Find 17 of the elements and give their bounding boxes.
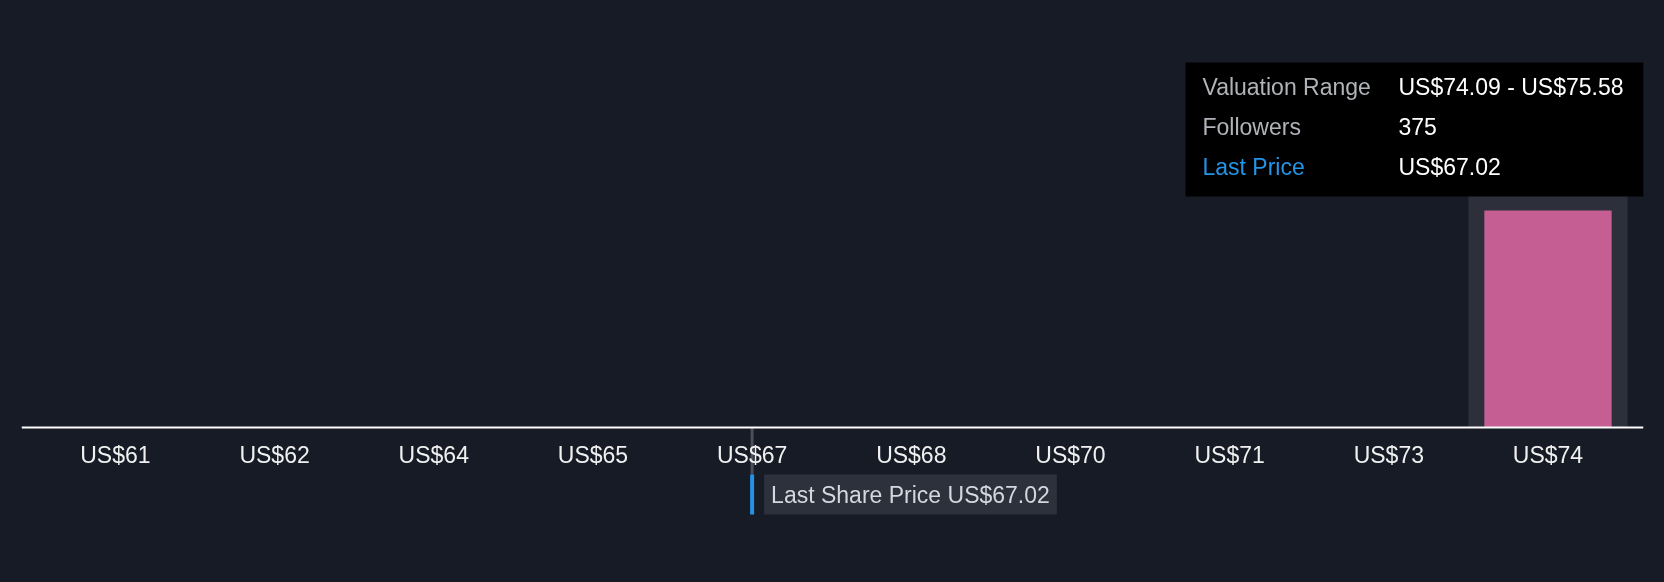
x-tick-label: US$64 [398,441,470,468]
x-tick-label: US$65 [557,441,629,468]
x-tick-label: US$73 [1353,441,1424,468]
text: Followers [1202,113,1301,140]
x-tick-label: US$67 [716,441,788,468]
ref-line-label: Last Share Price US$67.02 [771,481,1050,508]
x-tick-label: US$62 [239,441,310,468]
x-tick-label: US$71 [1194,441,1265,468]
text: US$74.09 - US$75.58 [1398,73,1624,100]
x-tick-label: US$74 [1512,441,1584,468]
text: 375 [1398,114,1437,140]
x-tick-label: US$68 [876,441,947,468]
text: US$67.02 [1398,153,1501,180]
text: Valuation Range [1202,73,1371,100]
x-tick-label: US$61 [80,441,151,468]
x-tick-label: US$70 [1035,441,1106,468]
text: Last Price [1202,153,1305,180]
